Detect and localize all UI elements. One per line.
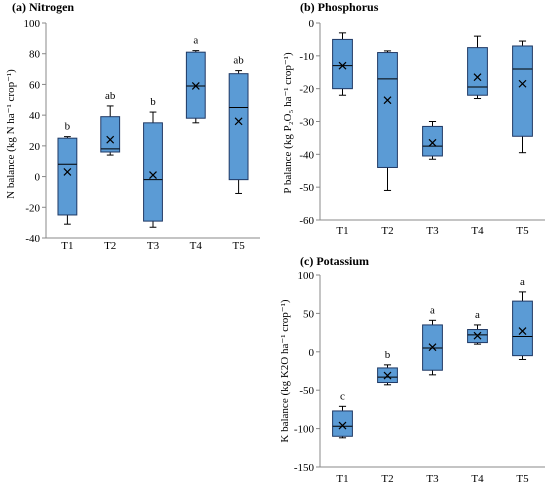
significance-letter: b [65, 121, 71, 133]
y-tick-label: -50 [299, 182, 314, 194]
iqr-box [377, 52, 398, 168]
significance-letter: b [150, 96, 156, 108]
significance-letter: a [475, 309, 480, 321]
panel-nitrogen: (a) Nitrogen N balance (kg N ha⁻¹ crop⁻¹)… [5, 0, 260, 252]
y-tick-label: 20 [29, 141, 41, 153]
y-tick-label: -150 [294, 462, 315, 474]
iqr-box [467, 47, 488, 96]
x-tick-label: T4 [190, 240, 203, 252]
x-tick-label: T5 [516, 473, 529, 485]
iqr-box [228, 73, 249, 181]
box-t5: a [512, 276, 533, 360]
box-t4 [467, 35, 488, 100]
y-tick-label: 0 [309, 347, 315, 359]
box-t3 [422, 121, 443, 160]
mean-marker [428, 138, 437, 147]
y-tick-label: -40 [25, 233, 40, 245]
x-tick-label: T4 [471, 473, 484, 485]
x-tick-label: T4 [471, 225, 484, 237]
y-tick-label: -20 [25, 202, 40, 214]
box-t4: a [467, 309, 488, 345]
box-t2: ab [100, 90, 121, 156]
y-axis-label: K balance (kg K2O ha⁻¹ crop⁻¹) [279, 299, 291, 442]
mean-marker [473, 73, 482, 82]
iqr-box [512, 45, 533, 137]
box-t1 [332, 32, 353, 96]
significance-letter: ab [233, 55, 244, 67]
panel-phosphorus: (b) Phosphorus P balance (kg P₂O₅ ha⁻¹ cr… [282, 0, 545, 237]
y-tick-label: 40 [29, 110, 41, 122]
x-tick-label: T1 [336, 473, 348, 485]
panel-title: (b) Phosphorus [300, 0, 379, 14]
box-t3: b [143, 96, 163, 228]
box-t5: ab [228, 55, 249, 194]
x-tick-label: T2 [381, 225, 393, 237]
y-axis-label: N balance (kg N ha⁻¹ crop⁻¹) [5, 69, 17, 199]
mean-marker [338, 421, 347, 430]
significance-letter: a [193, 35, 198, 47]
mean-marker [191, 82, 200, 90]
box-t2 [377, 50, 398, 191]
y-tick-label: -10 [299, 51, 314, 63]
iqr-box [143, 122, 163, 222]
iqr-box [100, 116, 121, 153]
significance-letter: c [340, 390, 345, 402]
y-tick-label: -50 [299, 385, 314, 397]
x-tick-label: T1 [336, 225, 348, 237]
x-tick-label: T2 [104, 240, 116, 252]
iqr-box [512, 300, 533, 357]
significance-letter: b [385, 349, 391, 361]
iqr-box [422, 125, 443, 157]
mean-marker [473, 331, 482, 340]
mean-marker [338, 61, 347, 70]
significance-letter: a [430, 304, 435, 316]
mean-marker [518, 327, 527, 335]
iqr-box [332, 38, 353, 90]
x-tick-label: T1 [61, 240, 73, 252]
box-t2: b [377, 349, 398, 386]
iqr-box [332, 410, 353, 437]
y-tick-label: 80 [29, 49, 41, 61]
x-tick-label: T5 [516, 225, 529, 237]
mean-marker [383, 371, 392, 380]
mean-marker [149, 171, 157, 179]
panel-potassium: (c) Potassium K balance (kg K2O ha⁻¹ crop… [279, 254, 545, 485]
mean-marker [383, 96, 392, 105]
x-tick-label: T3 [426, 473, 439, 485]
y-tick-label: -100 [294, 424, 315, 436]
y-tick-label: -60 [299, 215, 314, 227]
panel-title: (c) Potassium [300, 254, 369, 268]
box-t1: b [57, 121, 78, 225]
y-tick-label: -40 [299, 149, 314, 161]
significance-letter: ab [105, 90, 116, 102]
y-tick-label: 0 [309, 18, 315, 30]
box-t1: c [332, 390, 353, 439]
x-tick-label: T2 [381, 473, 393, 485]
mean-marker [518, 79, 527, 88]
y-tick-label: -20 [299, 84, 314, 96]
y-tick-label: 50 [303, 308, 315, 320]
box-t5 [512, 40, 533, 154]
significance-letter: a [520, 276, 525, 288]
mean-marker [234, 117, 243, 126]
x-tick-label: T3 [147, 240, 160, 252]
y-tick-label: 100 [298, 270, 315, 282]
y-tick-label: 60 [29, 79, 41, 91]
mean-marker [106, 135, 115, 144]
x-tick-label: T3 [426, 225, 439, 237]
iqr-box [57, 137, 78, 216]
mean-marker [63, 168, 72, 176]
y-axis-label: P balance (kg P₂O₅ ha⁻¹ crop⁻¹) [282, 52, 294, 194]
panel-title: (a) Nitrogen [12, 0, 74, 14]
y-tick-label: 0 [35, 172, 41, 184]
mean-marker [428, 343, 437, 352]
box-t4: a [185, 35, 206, 124]
box-t3: a [422, 304, 443, 376]
x-tick-label: T5 [232, 240, 245, 252]
y-tick-label: 100 [24, 18, 41, 30]
y-tick-label: -30 [299, 117, 314, 129]
